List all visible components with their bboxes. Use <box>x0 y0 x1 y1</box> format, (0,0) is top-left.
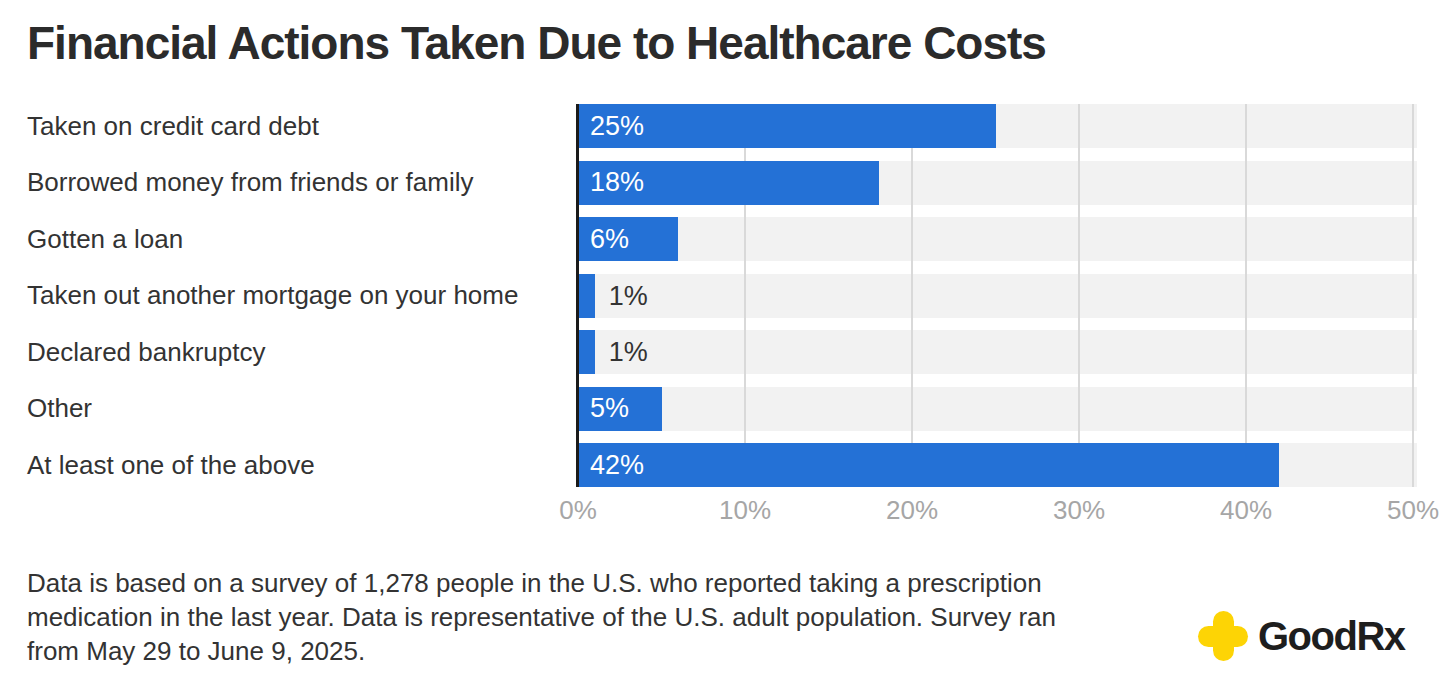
bar-value-label: 25% <box>590 111 644 142</box>
wordmark-rx: Rx <box>1356 614 1404 658</box>
chart-row: Borrowed money from friends or family 18% <box>0 161 1440 205</box>
source-note-line: Data is based on a survey of 1,278 peopl… <box>27 566 1056 600</box>
bar: 1% <box>578 274 595 318</box>
x-tick-label: 20% <box>886 495 938 526</box>
x-axis-labels: 0%10%20%30%40%50% <box>578 495 1417 527</box>
x-tick-label: 30% <box>1053 495 1105 526</box>
category-label: Gotten a loan <box>0 217 578 261</box>
bar-value-label: 1% <box>609 337 648 368</box>
category-label: At least one of the above <box>0 443 578 487</box>
bar-chart: Taken on credit card debt 25% Borrowed mon… <box>0 104 1440 487</box>
x-tick-label: 10% <box>719 495 771 526</box>
category-label: Taken on credit card debt <box>0 104 578 148</box>
chart-row: Other 5% <box>0 387 1440 431</box>
x-tick-label: 40% <box>1220 495 1272 526</box>
bar-track: 6% <box>578 217 1417 261</box>
goodrx-cross-icon <box>1198 611 1248 661</box>
bar-value-label: 18% <box>590 167 644 198</box>
bar-track: 1% <box>578 330 1417 374</box>
source-note: Data is based on a survey of 1,278 peopl… <box>27 566 1056 668</box>
bar: 5% <box>578 387 662 431</box>
bar-value-label: 5% <box>590 393 629 424</box>
bar-value-label: 42% <box>590 450 644 481</box>
chart-row: Taken on credit card debt 25% <box>0 104 1440 148</box>
chart-row: Taken out another mortgage on your home1… <box>0 274 1440 318</box>
bar: 18% <box>578 161 879 205</box>
chart-title: Financial Actions Taken Due to Healthcar… <box>27 16 1046 70</box>
bar-value-label: 6% <box>590 224 629 255</box>
source-note-line: from May 29 to June 9, 2025. <box>27 634 1056 668</box>
chart-row: At least one of the above 42% <box>0 443 1440 487</box>
goodrx-logo: GoodRx <box>1198 608 1405 664</box>
x-tick-label: 0% <box>559 495 597 526</box>
chart-row: Declared bankruptcy1% <box>0 330 1440 374</box>
bar-track: 18% <box>578 161 1417 205</box>
goodrx-wordmark: GoodRx <box>1258 614 1405 659</box>
bar: 1% <box>578 330 595 374</box>
chart-rows: Taken on credit card debt 25% Borrowed mon… <box>0 104 1440 487</box>
bar: 6% <box>578 217 678 261</box>
chart-row: Gotten a loan 6% <box>0 217 1440 261</box>
x-tick-label: 50% <box>1387 495 1439 526</box>
bar-track: 5% <box>578 387 1417 431</box>
category-label: Taken out another mortgage on your home <box>0 274 578 318</box>
cross-vertical-arm <box>1213 611 1234 661</box>
source-note-line: medication in the last year. Data is rep… <box>27 600 1056 634</box>
wordmark-good: Good <box>1258 614 1356 658</box>
category-label: Other <box>0 387 578 431</box>
infographic-page: Financial Actions Taken Due to Healthcar… <box>0 0 1440 694</box>
bar-value-label: 1% <box>609 280 648 311</box>
bar-track: 1% <box>578 274 1417 318</box>
category-label: Borrowed money from friends or family <box>0 161 578 205</box>
category-label: Declared bankruptcy <box>0 330 578 374</box>
bar-track: 25% <box>578 104 1417 148</box>
bar: 25% <box>578 104 996 148</box>
bar: 42% <box>578 443 1279 487</box>
bar-track: 42% <box>578 443 1417 487</box>
